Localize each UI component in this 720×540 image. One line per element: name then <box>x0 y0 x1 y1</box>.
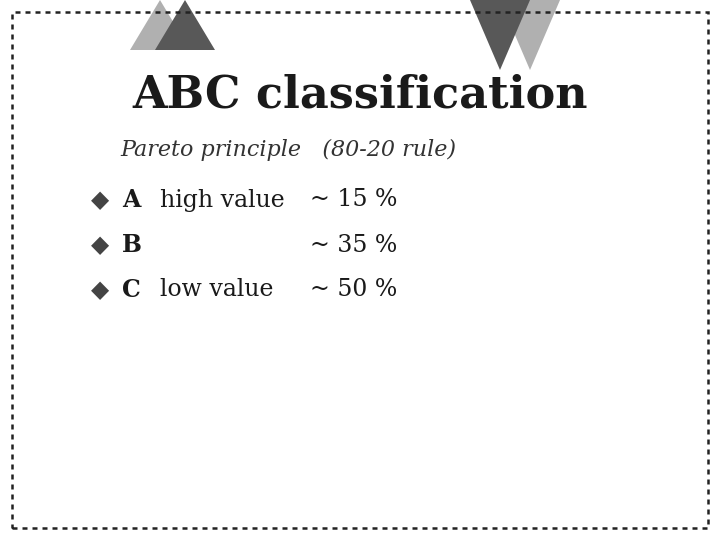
Text: A: A <box>122 188 140 212</box>
Text: C: C <box>122 278 140 302</box>
Polygon shape <box>130 0 190 50</box>
Text: ◆: ◆ <box>91 233 109 257</box>
Polygon shape <box>155 0 215 50</box>
Text: ABC classification: ABC classification <box>132 73 588 117</box>
Text: ~ 15 %: ~ 15 % <box>310 188 397 212</box>
Polygon shape <box>470 0 530 70</box>
Text: ~ 35 %: ~ 35 % <box>310 233 397 256</box>
Text: high value: high value <box>160 188 284 212</box>
Text: ◆: ◆ <box>91 278 109 302</box>
Text: Pareto principle   (80-20 rule): Pareto principle (80-20 rule) <box>120 139 456 161</box>
Polygon shape <box>500 0 560 70</box>
Text: ~ 50 %: ~ 50 % <box>310 279 397 301</box>
Text: B: B <box>122 233 142 257</box>
Text: ◆: ◆ <box>91 188 109 212</box>
Text: low value: low value <box>160 279 274 301</box>
